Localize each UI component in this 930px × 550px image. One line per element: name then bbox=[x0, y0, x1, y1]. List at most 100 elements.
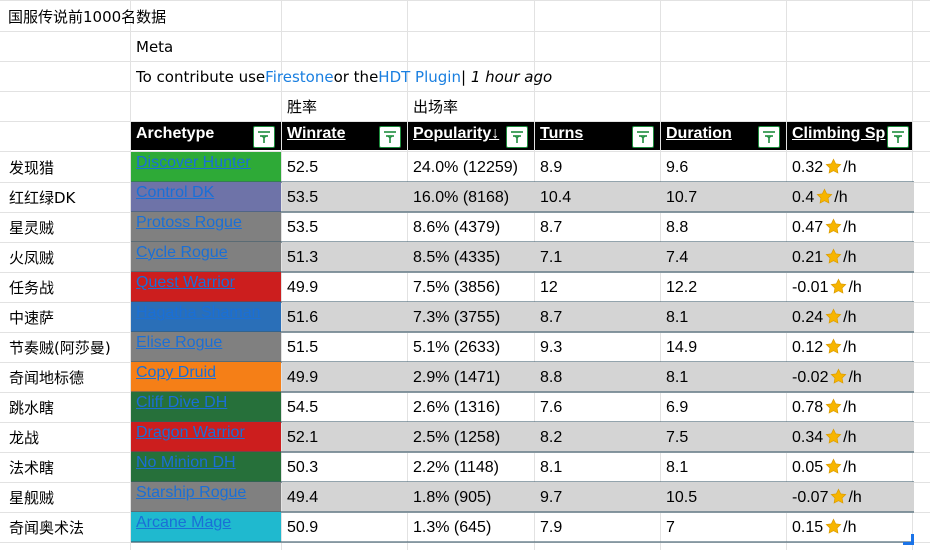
turns-value: 8.9 bbox=[540, 159, 563, 176]
duration-value: 14.9 bbox=[666, 339, 698, 356]
star-icon bbox=[825, 515, 842, 534]
climbing-speed-unit: /h bbox=[848, 489, 862, 506]
winrate-value: 51.6 bbox=[287, 309, 319, 326]
table-row: 火凤贼 Cycle Rogue 51.3 8.5% (4335) 7.1 7.4 0.21/… bbox=[0, 242, 914, 272]
popularity-value: 1.8% (905) bbox=[413, 489, 492, 506]
column-header-label: Archetype bbox=[136, 125, 215, 142]
climbing-speed-value: -0.01 bbox=[792, 279, 829, 296]
grid-row-line bbox=[0, 121, 930, 122]
climbing-speed-cell: 0.24/h bbox=[792, 302, 856, 334]
archetype-link[interactable]: Copy Druid bbox=[136, 364, 217, 381]
climbing-speed-value: -0.07 bbox=[792, 489, 829, 506]
table-row: 红红绿DK Control DK 53.5 16.0% (8168) 10.4 10.7 0… bbox=[0, 182, 914, 212]
column-header-1[interactable]: Winrate bbox=[282, 122, 407, 150]
climbing-speed-unit: /h bbox=[843, 429, 857, 446]
row-chinese-name: 龙战 bbox=[9, 429, 40, 447]
row-chinese-name: 法术瞎 bbox=[9, 459, 55, 477]
firestone-link[interactable]: Firestone bbox=[265, 68, 334, 86]
star-icon bbox=[825, 395, 842, 414]
contribute-middle: or the bbox=[333, 68, 379, 86]
duration-value: 7.4 bbox=[666, 249, 689, 266]
archetype-link[interactable]: Control DK bbox=[136, 184, 215, 201]
archetype-link[interactable]: Dragon Warrior bbox=[136, 424, 245, 441]
climbing-speed-unit: /h bbox=[843, 399, 857, 416]
popularity-value: 2.5% (1258) bbox=[413, 429, 501, 446]
grid-row-line bbox=[0, 151, 930, 152]
filter-icon[interactable] bbox=[253, 126, 275, 148]
hdt-plugin-link[interactable]: HDT Plugin bbox=[378, 68, 461, 86]
climbing-speed-unit: /h bbox=[843, 249, 857, 266]
archetype-cell: Elise Rogue bbox=[131, 332, 281, 362]
star-icon bbox=[825, 455, 842, 474]
turns-value: 8.7 bbox=[540, 219, 563, 236]
column-header-0[interactable]: Archetype bbox=[131, 122, 281, 150]
column-header-label: Popularity↓ bbox=[413, 125, 500, 142]
filter-icon[interactable] bbox=[379, 126, 401, 148]
archetype-link[interactable]: Arcane Mage bbox=[136, 514, 232, 531]
popularity-value: 2.2% (1148) bbox=[413, 459, 499, 476]
grid-row-line bbox=[0, 0, 930, 1]
archetype-link[interactable]: Cycle Rogue bbox=[136, 244, 228, 261]
table-row: 星舰贼 Starship Rogue 49.4 1.8% (905) 9.7 10.5 -0… bbox=[0, 482, 914, 512]
archetype-link[interactable]: Quest Warrior bbox=[136, 274, 235, 291]
filter-icon[interactable] bbox=[506, 126, 528, 148]
archetype-link[interactable]: Starship Rogue bbox=[136, 484, 247, 501]
popularity-value: 2.9% (1471) bbox=[413, 369, 501, 386]
column-header-label: Climbing Sp bbox=[792, 125, 886, 142]
archetype-link[interactable]: Hagatha Shaman bbox=[136, 304, 261, 321]
column-header-3[interactable]: Turns bbox=[535, 122, 660, 150]
duration-value: 7 bbox=[666, 519, 675, 536]
selection-handle[interactable] bbox=[903, 534, 914, 545]
archetype-link[interactable]: Cliff Dive DH bbox=[136, 394, 228, 411]
archetype-link[interactable]: Protoss Rogue bbox=[136, 214, 242, 231]
winrate-value: 53.5 bbox=[287, 189, 319, 206]
column-header-label: Duration bbox=[666, 125, 732, 142]
filter-icon[interactable] bbox=[887, 126, 909, 148]
archetype-cell: No Minion DH bbox=[131, 452, 281, 482]
row-chinese-name: 奇闻奥术法 bbox=[9, 519, 85, 537]
climbing-speed-value: 0.15 bbox=[792, 519, 824, 536]
archetype-link[interactable]: Discover Hunter bbox=[136, 154, 251, 171]
sheet-title: 国服传说前1000名数据 bbox=[8, 8, 167, 26]
popularity-value: 1.3% (645) bbox=[413, 519, 492, 536]
row-stripe bbox=[282, 482, 914, 512]
archetype-cell: Control DK bbox=[131, 182, 281, 212]
row-chinese-name: 奇闻地标德 bbox=[9, 369, 85, 387]
turns-value: 8.7 bbox=[540, 309, 563, 326]
last-updated: 1 hour ago bbox=[470, 68, 553, 86]
grid-row-line bbox=[0, 61, 930, 62]
grid-col-line bbox=[281, 0, 282, 550]
climbing-speed-value: 0.78 bbox=[792, 399, 824, 416]
table-row: 中速萨 Hagatha Shaman 51.6 7.3% (3755) 8.7 8.1 0.… bbox=[0, 302, 914, 332]
archetype-link[interactable]: No Minion DH bbox=[136, 454, 236, 471]
climbing-speed-unit: /h bbox=[843, 219, 857, 236]
table-row: 法术瞎 No Minion DH 50.3 2.2% (1148) 8.1 8.1 0.05… bbox=[0, 452, 914, 482]
column-header-label: Winrate bbox=[287, 125, 346, 142]
filter-icon[interactable] bbox=[632, 126, 654, 148]
column-header-2[interactable]: Popularity↓ bbox=[408, 122, 534, 150]
row-separator bbox=[131, 541, 914, 543]
duration-value: 8.8 bbox=[666, 219, 689, 236]
archetype-cell: Starship Rogue bbox=[131, 482, 281, 512]
column-header-5[interactable]: Climbing Sp bbox=[787, 122, 912, 150]
row-chinese-name: 红红绿DK bbox=[9, 189, 76, 207]
row-separator bbox=[131, 451, 914, 453]
filter-icon[interactable] bbox=[758, 126, 780, 148]
archetype-cell: Cliff Dive DH bbox=[131, 392, 281, 422]
climbing-speed-value: 0.34 bbox=[792, 429, 824, 446]
grid-col-line bbox=[786, 0, 787, 550]
winrate-value: 49.9 bbox=[287, 369, 319, 386]
duration-value: 12.2 bbox=[666, 279, 698, 296]
star-icon bbox=[830, 275, 847, 294]
climbing-speed-cell: 0.4/h bbox=[792, 182, 848, 214]
table-row: 奇闻奥术法 Arcane Mage 50.9 1.3% (645) 7.9 7 0.15/h bbox=[0, 512, 914, 542]
archetype-cell: Quest Warrior bbox=[131, 272, 281, 302]
archetype-cell: Protoss Rogue bbox=[131, 212, 281, 242]
column-header-4[interactable]: Duration bbox=[661, 122, 786, 150]
archetype-link[interactable]: Elise Rogue bbox=[136, 334, 223, 351]
row-chinese-name: 星舰贼 bbox=[9, 489, 55, 507]
duration-value: 8.1 bbox=[666, 369, 689, 386]
row-separator bbox=[131, 271, 914, 273]
duration-value: 10.7 bbox=[666, 189, 698, 206]
climbing-speed-cell: -0.07/h bbox=[792, 482, 862, 514]
